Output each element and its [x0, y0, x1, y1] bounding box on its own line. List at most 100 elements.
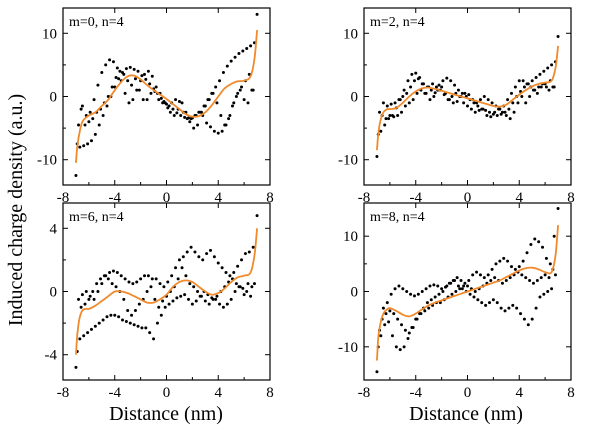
- data-point: [409, 292, 413, 296]
- data-point: [220, 129, 224, 133]
- data-point: [451, 278, 455, 282]
- data-point: [145, 290, 149, 293]
- data-point: [493, 276, 497, 280]
- data-point: [149, 91, 153, 95]
- data-point: [122, 297, 126, 301]
- data-point: [517, 265, 521, 269]
- data-point: [394, 345, 398, 349]
- data-point: [177, 100, 181, 104]
- data-point: [123, 91, 127, 95]
- data-point: [524, 276, 528, 280]
- data-point: [225, 302, 229, 306]
- data-point: [242, 293, 246, 297]
- data-point: [165, 102, 168, 106]
- data-point: [216, 131, 220, 135]
- data-point: [506, 259, 510, 263]
- data-point: [412, 79, 416, 83]
- data-point: [171, 299, 175, 303]
- data-point: [229, 297, 233, 301]
- data-point: [476, 104, 480, 108]
- data-point: [247, 72, 251, 76]
- data-point: [228, 113, 232, 117]
- data-point: [432, 95, 436, 98]
- data-point: [179, 294, 183, 298]
- data-point: [225, 64, 229, 68]
- data-point: [87, 120, 91, 124]
- data-point: [542, 69, 546, 73]
- data-point: [400, 323, 404, 327]
- data-point: [425, 301, 429, 305]
- data-point: [250, 88, 254, 92]
- data-point: [446, 98, 450, 102]
- data-point: [385, 104, 389, 108]
- data-point: [398, 348, 402, 352]
- data-point: [381, 306, 385, 310]
- data-point: [223, 123, 227, 127]
- data-point: [100, 282, 104, 286]
- data-point: [163, 305, 167, 309]
- data-point: [203, 299, 207, 303]
- y-tick-label: -10: [338, 340, 358, 356]
- data-point: [484, 303, 488, 307]
- data-point: [551, 85, 555, 89]
- data-point: [481, 107, 485, 111]
- data-point: [92, 98, 96, 102]
- data-point: [388, 113, 392, 117]
- data-point: [183, 293, 187, 297]
- data-point: [455, 100, 459, 104]
- x-tick-label: -4: [410, 190, 423, 206]
- data-point: [416, 292, 420, 296]
- data-point: [220, 266, 224, 270]
- data-point: [214, 85, 218, 89]
- data-point: [379, 129, 383, 133]
- data-point: [528, 95, 532, 98]
- data-point: [175, 111, 179, 115]
- data-point: [205, 252, 209, 256]
- data-point: [463, 91, 467, 95]
- data-point: [114, 76, 118, 80]
- data-point: [383, 123, 387, 127]
- data-point: [77, 123, 81, 127]
- data-point: [80, 293, 84, 297]
- data-point: [444, 285, 448, 289]
- data-point: [224, 271, 228, 275]
- data-point: [97, 321, 101, 325]
- x-axis-title-left: Distance (nm): [109, 403, 223, 425]
- data-point: [196, 290, 200, 293]
- data-point: [484, 108, 488, 112]
- data-point: [115, 66, 119, 70]
- data-point: [546, 290, 550, 293]
- data-point: [477, 108, 481, 112]
- data-point: [543, 273, 547, 277]
- data-point: [150, 277, 154, 281]
- data-point: [161, 299, 165, 303]
- data-point: [148, 331, 152, 335]
- data-point: [548, 262, 552, 266]
- data-point: [114, 285, 118, 289]
- data-point: [189, 117, 193, 121]
- x-tick-label: 8: [266, 385, 274, 401]
- data-point: [161, 101, 165, 105]
- data-point: [539, 85, 543, 89]
- data-point: [133, 77, 137, 81]
- x-tick-label: 4: [215, 385, 223, 401]
- data-point: [553, 273, 557, 277]
- data-point: [188, 282, 192, 286]
- data-point: [137, 302, 141, 306]
- data-point: [240, 258, 244, 262]
- data-point: [473, 290, 477, 293]
- data-point: [199, 294, 203, 298]
- data-point: [500, 110, 504, 114]
- data-point: [389, 292, 393, 296]
- data-point: [495, 301, 499, 305]
- data-point: [106, 277, 110, 281]
- data-point: [124, 67, 128, 71]
- data-point: [384, 117, 388, 121]
- x-tick-label: -4: [410, 385, 423, 401]
- data-point: [184, 274, 188, 278]
- data-point: [87, 297, 91, 301]
- y-tick-label: -10: [37, 153, 57, 169]
- data-point: [105, 104, 109, 108]
- data-point: [126, 79, 130, 83]
- data-point: [513, 267, 517, 271]
